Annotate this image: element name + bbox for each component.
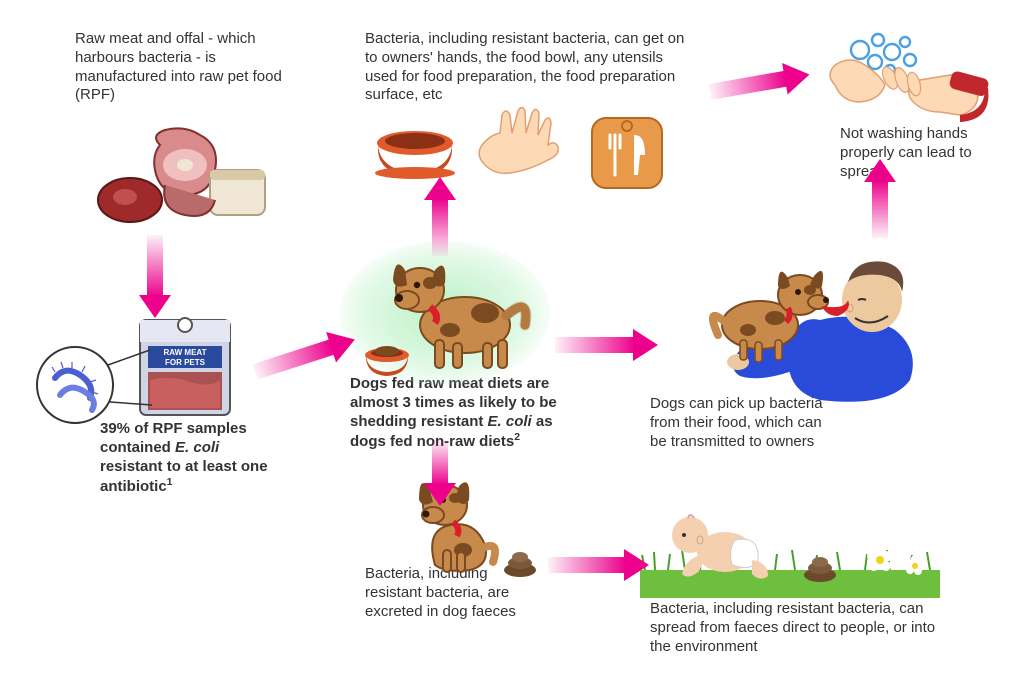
pkg-stat-c: resistant to at least one antibiotic (100, 458, 268, 496)
arrow-meat-to-package (139, 235, 171, 318)
arrow-dog-to-man (555, 329, 658, 361)
package-label-line2: FOR PETS (165, 358, 206, 367)
cutting-board-icon (580, 110, 675, 205)
arrow-utensils-to-wash (707, 59, 812, 108)
food-bowl-icon (370, 125, 460, 185)
hand-icon (470, 105, 565, 190)
pkg-ref: 1 (167, 476, 173, 488)
bacteria-spread-text: Bacteria, including resistant bacteria, … (365, 30, 684, 103)
pkg-stat-b: E. coli (175, 439, 219, 456)
central-dog-icon (335, 235, 555, 395)
meat-caption: Raw meat and offal - which harbours bact… (75, 30, 290, 105)
bacteria-spread-caption: Bacteria, including resistant bacteria, … (365, 30, 695, 105)
package-label-line1: RAW MEAT (164, 348, 207, 357)
central-ref: 2 (514, 431, 520, 443)
handwashing-icon (820, 20, 990, 135)
central-b: E. coli (488, 413, 532, 430)
meat-text: Raw meat and offal - which harbours bact… (75, 30, 282, 103)
baby-grass-icon (640, 500, 940, 615)
arrow-faeces-to-grass (548, 549, 649, 581)
sitting-dog-icon (395, 470, 545, 585)
pet-food-package-icon: RAW MEAT FOR PETS (30, 310, 260, 435)
man-with-dog-icon (650, 240, 940, 415)
raw-meat-icon (90, 115, 280, 240)
